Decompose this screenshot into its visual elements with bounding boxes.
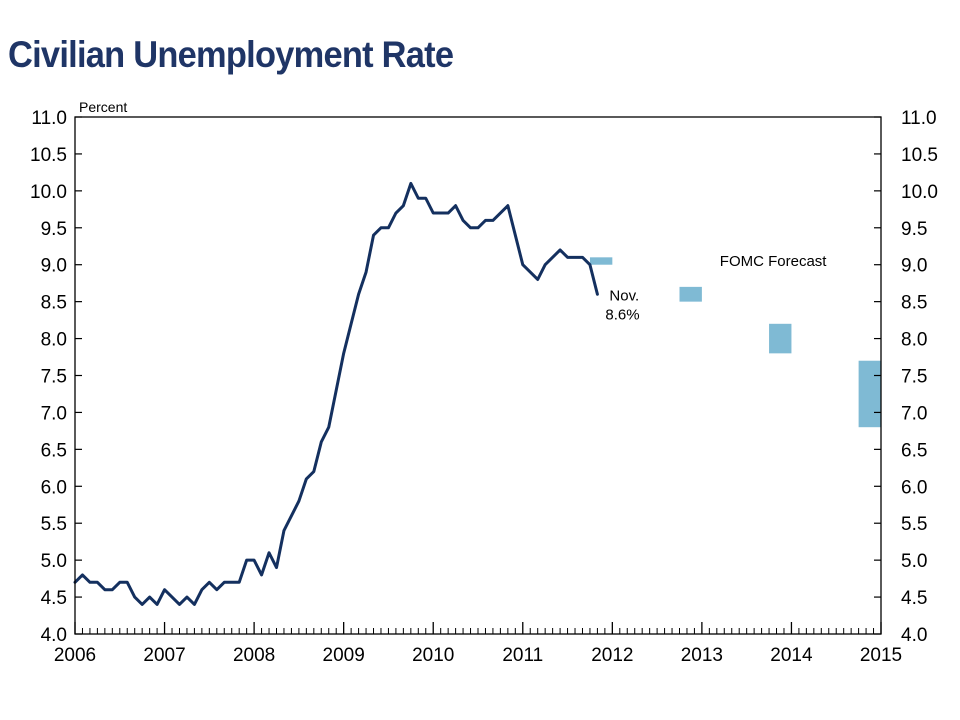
page-title: Civilian Unemployment Rate bbox=[8, 34, 454, 75]
y-tick-label-right: 9.5 bbox=[901, 219, 927, 240]
y-tick-label-right: 11.0 bbox=[901, 108, 937, 129]
y-tick-label-left: 6.0 bbox=[41, 477, 67, 498]
y-tick-label-right: 4.0 bbox=[901, 625, 927, 646]
y-tick-label-left: 8.0 bbox=[41, 330, 67, 351]
x-tick-label: 2011 bbox=[502, 645, 543, 666]
forecast-range-bar bbox=[858, 360, 881, 428]
forecast-label: FOMC Forecast bbox=[720, 253, 828, 270]
x-tick-label: 2013 bbox=[681, 645, 723, 666]
y-tick-label-right: 9.0 bbox=[901, 256, 927, 277]
x-tick-label: 2012 bbox=[591, 645, 633, 666]
y-tick-label-right: 6.5 bbox=[901, 440, 927, 461]
forecast-range-bar bbox=[589, 257, 613, 265]
forecast-range-bar bbox=[679, 286, 702, 302]
y-tick-label-left: 5.0 bbox=[41, 551, 67, 572]
y-tick-label-right: 4.5 bbox=[901, 588, 927, 609]
y-tick-label-left: 4.5 bbox=[41, 588, 67, 609]
y-tick-label-left: 7.0 bbox=[41, 403, 67, 424]
y-tick-label-left: 9.5 bbox=[41, 219, 67, 240]
y-tick-label-left: 11.0 bbox=[31, 108, 67, 129]
y-tick-label-left: 9.0 bbox=[41, 256, 67, 277]
x-tick-label: 2010 bbox=[412, 645, 454, 666]
x-tick-label: 2015 bbox=[860, 645, 902, 666]
x-tick-label: 2014 bbox=[770, 645, 813, 666]
y-tick-label-right: 8.0 bbox=[901, 330, 927, 351]
y-tick-label-left: 8.5 bbox=[41, 293, 67, 314]
y-tick-label-left: 7.5 bbox=[41, 367, 67, 388]
y-tick-label-right: 6.0 bbox=[901, 477, 927, 498]
y-tick-label-right: 10.0 bbox=[901, 182, 938, 203]
x-tick-label: 2009 bbox=[323, 645, 365, 666]
x-tick-label: 2007 bbox=[143, 645, 185, 666]
y-tick-label-right: 8.5 bbox=[901, 293, 927, 314]
forecast-range-bar bbox=[769, 323, 792, 354]
y-tick-label-right: 10.5 bbox=[901, 145, 938, 166]
annotation-month: Nov. bbox=[609, 287, 639, 304]
x-tick-label: 2006 bbox=[54, 645, 96, 666]
y-tick-label-right: 7.0 bbox=[901, 403, 927, 424]
y-axis-label: Percent bbox=[79, 99, 127, 115]
y-tick-label-left: 10.5 bbox=[30, 145, 67, 166]
y-tick-label-right: 5.5 bbox=[901, 514, 927, 535]
y-tick-label-left: 10.0 bbox=[30, 182, 67, 203]
annotation-value: 8.6% bbox=[605, 306, 639, 323]
unemployment-rate-line bbox=[73, 181, 599, 606]
x-tick-label: 2008 bbox=[233, 645, 275, 666]
plot-frame bbox=[74, 116, 882, 635]
y-tick-label-left: 6.5 bbox=[41, 440, 67, 461]
y-tick-label-right: 5.0 bbox=[901, 551, 927, 572]
y-tick-label-left: 5.5 bbox=[41, 514, 67, 535]
y-tick-label-right: 7.5 bbox=[901, 367, 927, 388]
y-tick-label-left: 4.0 bbox=[41, 625, 67, 646]
